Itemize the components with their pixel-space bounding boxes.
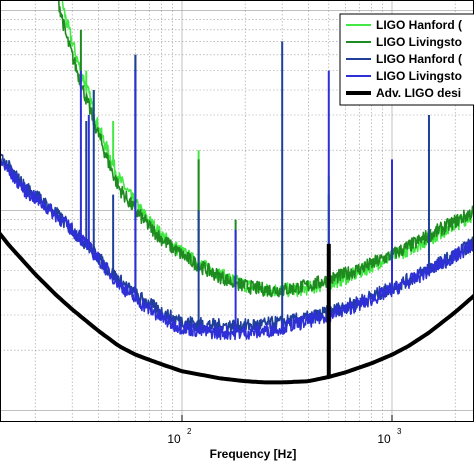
legend-label-3: LIGO Hanford ( [376,52,462,66]
legend: LIGO Hanford ( LIGO Livingsto LIGO Hanford… [339,13,474,106]
series-line-3 [0,151,474,334]
x-axis-title: Frequency [Hz] [210,447,297,461]
legend-label-1: LIGO Hanford ( [376,18,462,32]
x-tick-label-100: 10 2 [167,427,192,446]
x-tick-label-1000: 10 3 [377,427,402,446]
series-layer [0,0,474,385]
legend-label-5: Adv. LIGO desi [376,86,461,100]
svg-text:2: 2 [187,427,192,436]
legend-label-4: LIGO Livingsto [376,69,462,83]
plot-area [0,0,474,385]
svg-text:10: 10 [377,432,391,446]
series-line-2 [57,0,474,298]
svg-text:3: 3 [397,427,402,436]
svg-text:10: 10 [167,432,181,446]
series-line-5 [0,230,474,385]
legend-label-2: LIGO Livingsto [376,35,462,49]
series-line-4 [0,153,474,341]
